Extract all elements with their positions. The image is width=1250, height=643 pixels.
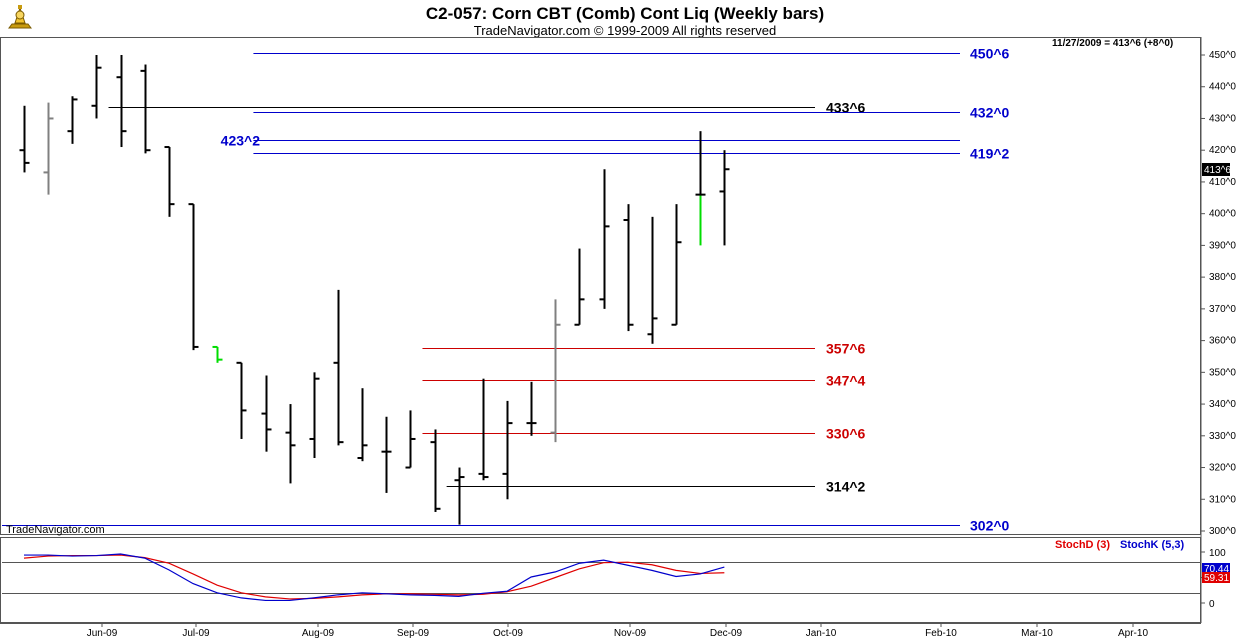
price-bar [236, 361, 247, 439]
stochd-value-text: 59.31 [1204, 573, 1229, 584]
stochastic-panel-frame [0, 537, 1201, 623]
y-tick-label: 330^0 [1209, 431, 1236, 442]
price-bar [478, 378, 489, 481]
price-bar [599, 169, 610, 309]
watermark: TradeNavigator.com [6, 524, 105, 536]
x-tick-label: Aug-09 [302, 628, 335, 639]
trade-navigator-logo [3, 2, 37, 34]
stochk-line [24, 553, 725, 602]
level-label: 423^2 [221, 133, 261, 149]
y-tick-label: 370^0 [1209, 304, 1236, 315]
price-bar [309, 372, 320, 459]
y-tick-label: 450^0 [1209, 50, 1236, 61]
y-tick-label: 440^0 [1209, 82, 1236, 93]
price-bar [574, 248, 585, 326]
level-label: 357^6 [826, 341, 866, 357]
y-tick-label: 340^0 [1209, 399, 1236, 410]
price-bar [43, 102, 54, 195]
stochk-value-text: 70.44 [1204, 564, 1229, 575]
stoch-tick-label: 100 [1209, 548, 1226, 559]
price-bar [285, 404, 296, 484]
price-bar [357, 388, 368, 462]
level-label: 450^6 [970, 46, 1010, 62]
y-tick-label: 400^0 [1209, 209, 1236, 220]
price-bar [526, 381, 537, 436]
y-tick-label: 320^0 [1209, 463, 1236, 474]
price-bar [19, 105, 30, 173]
price-bar [261, 375, 272, 452]
x-tick-label: Jan-10 [806, 628, 837, 639]
level-label: 432^0 [970, 105, 1010, 121]
price-bar [116, 55, 127, 148]
price-bar [188, 203, 199, 351]
x-tick-label: Mar-10 [1021, 628, 1053, 639]
x-tick-label: Apr-10 [1118, 628, 1148, 639]
price-bar [454, 467, 465, 525]
price-bar [647, 216, 658, 344]
last-price-info: 11/27/2009 = 413^6 (+8^0) [1052, 38, 1173, 49]
price-bar [381, 416, 392, 493]
y-tick-label: 300^0 [1209, 526, 1236, 537]
chart-title: C2-057: Corn CBT (Comb) Cont Liq (Weekly… [425, 4, 825, 23]
level-label: 419^2 [970, 146, 1010, 162]
price-bar [695, 131, 706, 246]
stochk-value-tag [1202, 563, 1230, 574]
price-bar [550, 299, 561, 443]
y-tick-label: 390^0 [1209, 240, 1236, 251]
level-label: 330^6 [826, 426, 866, 442]
price-bar [430, 429, 441, 512]
x-tick-label: Feb-10 [925, 628, 957, 639]
y-tick-label: 310^0 [1209, 494, 1236, 505]
x-tick-label: Dec-09 [710, 628, 743, 639]
price-bar [67, 96, 78, 144]
price-bar [164, 146, 175, 217]
x-tick-label: Nov-09 [614, 628, 647, 639]
x-tick-label: Sep-09 [397, 628, 430, 639]
y-tick-label: 410^0 [1209, 177, 1236, 188]
current-price-tag [1202, 163, 1230, 176]
level-label: 302^0 [970, 518, 1010, 534]
x-tick-label: Oct-09 [493, 628, 523, 639]
price-bar [91, 55, 102, 119]
price-bar [502, 400, 513, 500]
level-label: 347^4 [826, 373, 866, 389]
legend-stochk: StochK (5,3) [1120, 539, 1185, 551]
price-bar [212, 345, 223, 363]
x-tick-label: Jul-09 [182, 628, 210, 639]
level-label: 433^6 [826, 100, 866, 116]
x-tick-label: Jun-09 [87, 628, 118, 639]
y-tick-label: 350^0 [1209, 367, 1236, 378]
y-tick-label: 420^0 [1209, 145, 1236, 156]
price-bar [671, 204, 682, 326]
y-tick-label: 430^0 [1209, 113, 1236, 124]
stochd-line [23, 554, 725, 600]
price-bar [719, 150, 730, 246]
y-tick-label: 380^0 [1209, 272, 1236, 283]
price-bar [140, 64, 151, 154]
price-bar [405, 410, 416, 469]
level-label: 314^2 [826, 479, 866, 495]
price-bar [333, 289, 344, 446]
legend-stochd: StochD (3) [1055, 539, 1110, 551]
price-bar [623, 204, 634, 332]
stochd-value-tag [1202, 572, 1230, 583]
current-price-text: 413^6 [1204, 165, 1231, 176]
chart-subtitle: TradeNavigator.com © 1999-2009 All right… [473, 23, 777, 38]
y-tick-label: 360^0 [1209, 336, 1236, 347]
stoch-tick-label: 0 [1209, 599, 1215, 610]
